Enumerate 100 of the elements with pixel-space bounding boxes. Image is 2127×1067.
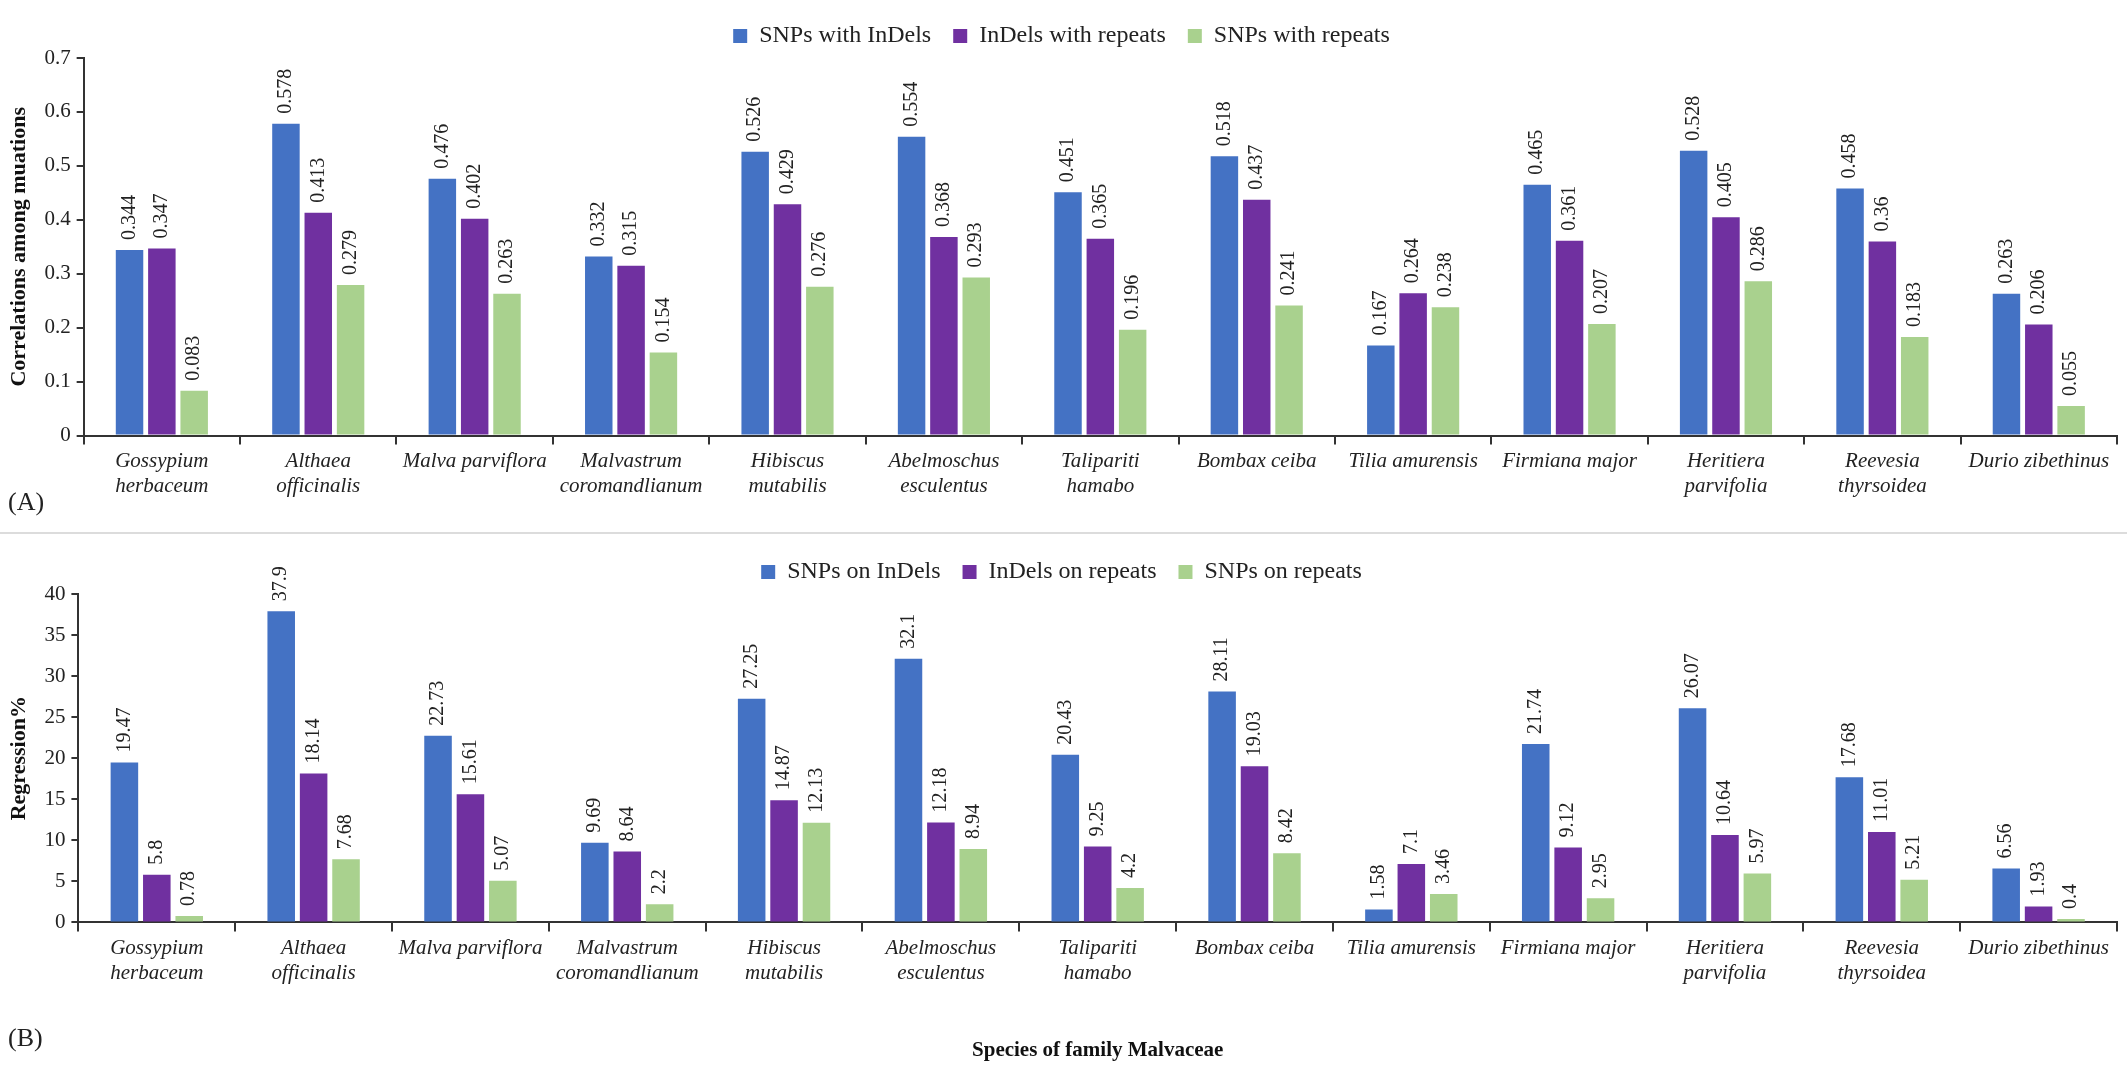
data-label: 19.03 (1241, 711, 1264, 757)
bar (1397, 864, 1426, 922)
legend-label: InDels on repeats (988, 557, 1157, 584)
x-tick-label: Durio zibethinus (1967, 447, 2110, 472)
bar (1868, 832, 1896, 922)
bar (456, 794, 485, 922)
x-tick-label: Abelmoschus esculentus (883, 934, 997, 984)
data-label: 0.293 (963, 222, 986, 268)
y-tick-label: 10 (44, 826, 66, 851)
data-label: 0.476 (429, 123, 452, 169)
data-label: 0.055 (2058, 350, 2081, 396)
data-label: 0.207 (1589, 268, 1612, 314)
x-tick-label: Tilia amurensis (1348, 447, 1478, 472)
data-label: 0.264 (1400, 238, 1423, 284)
data-label: 0.196 (1119, 274, 1142, 320)
x-tick-label: Durio zibethinus (1967, 934, 2109, 959)
y-tick-label: 0.4 (44, 206, 72, 231)
data-label: 0.183 (1901, 281, 1924, 327)
data-label: 0.405 (1713, 162, 1736, 208)
bar (267, 611, 295, 922)
y-tick-label: 0.3 (44, 260, 71, 285)
bar (115, 250, 144, 435)
bar (962, 277, 990, 435)
legend-label: InDels with repeats (979, 21, 1166, 48)
data-label: 1.93 (2025, 861, 2048, 897)
bar (581, 842, 609, 922)
data-label: 22.73 (425, 680, 448, 726)
data-label: 9.69 (582, 797, 605, 833)
bar (737, 698, 766, 922)
x-tick-label: Gossypium herbaceum (115, 447, 209, 497)
data-label: 0.347 (149, 193, 172, 239)
data-label: 6.56 (1993, 823, 2016, 859)
x-tick-label: Malvastrum coromandlianum (555, 934, 699, 984)
data-label: 14.87 (771, 745, 794, 791)
bar (1554, 847, 1582, 922)
bar (304, 212, 333, 435)
x-tick-label: Malva parviflora (401, 447, 547, 472)
data-label: 0.238 (1432, 252, 1455, 298)
data-label: 0.286 (1745, 226, 1768, 272)
y-tick-label: 25 (44, 703, 66, 728)
bar (1992, 868, 2020, 922)
bar (1367, 345, 1395, 435)
bar (428, 178, 457, 435)
x-tick-label: Heritiera parvifolia (1681, 934, 1767, 984)
x-axis-title: Species of family Malvaceae (972, 1036, 1224, 1061)
data-label: 2.2 (646, 869, 669, 895)
bar (1054, 192, 1082, 435)
data-label: 0.578 (273, 68, 296, 114)
y-tick-label: 0.1 (44, 368, 71, 393)
x-tick-label: Heritiera parvifolia (1682, 447, 1768, 497)
bar (1429, 893, 1458, 922)
bar (1679, 150, 1708, 435)
bar (1588, 323, 1616, 435)
x-tick-label: Talipariti hamabo (1061, 447, 1140, 497)
y-axis-title: Correlations among muations (4, 106, 30, 387)
data-label: 0.332 (586, 201, 609, 247)
y-tick-label: 0.5 (44, 152, 71, 177)
bar (489, 880, 517, 922)
y-tick-label: 15 (44, 785, 66, 810)
data-label: 0.083 (181, 335, 204, 381)
x-tick-label: Talipariti hamabo (1058, 934, 1138, 984)
x-tick-label: Bombax ceiba (1196, 447, 1317, 472)
bar (1051, 754, 1080, 922)
bar (1712, 217, 1740, 435)
bar (1523, 184, 1551, 435)
bar (143, 874, 171, 922)
data-label: 9.25 (1084, 801, 1107, 837)
x-tick-label: Gossypium herbaceum (110, 934, 204, 984)
x-tick-label: Malva parviflora (397, 934, 543, 959)
data-label: 0.465 (1524, 129, 1547, 175)
y-tick-label: 20 (44, 744, 66, 769)
bar (1273, 853, 1301, 922)
data-label: 21.74 (1522, 688, 1545, 734)
data-label: 0.413 (305, 157, 328, 203)
data-label: 0.4 (2058, 884, 2081, 910)
bar (1992, 293, 2021, 435)
data-label: 19.47 (111, 707, 134, 753)
x-tick-label: Malvastrum coromandlianum (559, 447, 703, 497)
x-tick-label: Firmiana major (1499, 934, 1637, 959)
bar (613, 851, 642, 922)
bar (110, 762, 139, 922)
x-tick-label: Althaea officinalis (271, 934, 356, 984)
bar (1365, 909, 1393, 922)
bar (802, 822, 831, 922)
data-label: 32.1 (895, 613, 918, 649)
bar (424, 735, 452, 922)
data-label: 7.68 (333, 814, 356, 850)
data-label: 0.526 (742, 96, 765, 142)
text: (B) (8, 1023, 43, 1053)
data-label: 0.451 (1055, 137, 1078, 183)
x-tick-label: Hibiscus mutabilis (748, 447, 827, 497)
x-tick-label: Reevesia thyrsoidea (1837, 934, 1927, 984)
data-label: 0.78 (176, 871, 199, 906)
bar (493, 293, 521, 435)
y-tick-label: 0 (60, 422, 71, 447)
bar (1083, 846, 1112, 922)
bar (1431, 307, 1460, 435)
data-label: 8.64 (614, 806, 637, 842)
data-label: 17.68 (1836, 722, 1859, 768)
data-label: 5.21 (1901, 834, 1924, 870)
